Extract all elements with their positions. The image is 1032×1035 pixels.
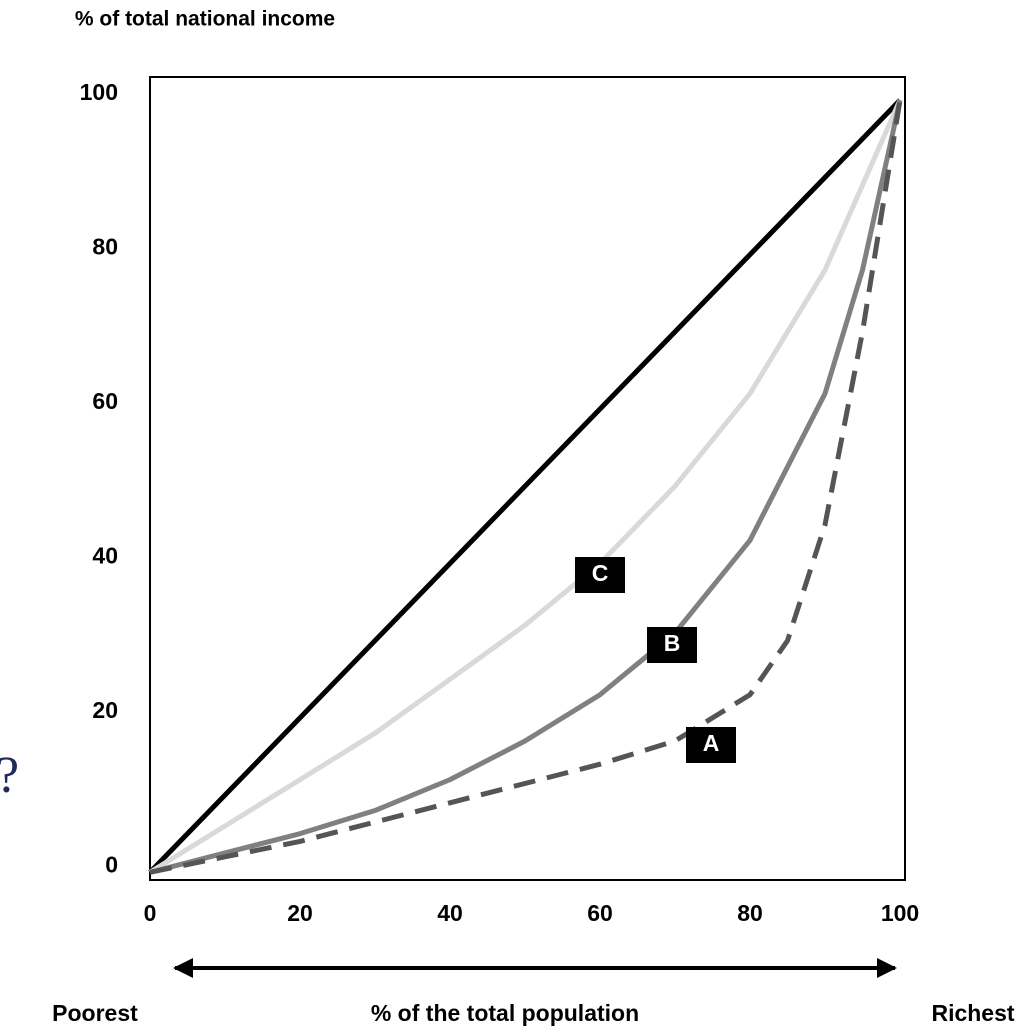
richest-label: Richest: [931, 1000, 1014, 1026]
lorenz-line: [149, 99, 903, 875]
x-tick-label: 60: [587, 900, 613, 926]
plot-frame: [149, 76, 906, 881]
lorenz-line: [149, 99, 903, 875]
y-tick-label: 80: [92, 234, 118, 260]
y-tick-label: 20: [92, 697, 118, 723]
x-tick-label: 80: [737, 900, 763, 926]
y-axis-title: % of total national income: [75, 8, 335, 31]
x-tick-label: 20: [287, 900, 313, 926]
x-tick-label: 0: [144, 900, 157, 926]
y-tick-label: 60: [92, 388, 118, 414]
curve-label-box: [575, 557, 625, 593]
x-tick-label: 100: [881, 900, 919, 926]
x-tick-label: 40: [437, 900, 463, 926]
x-axis-title: % of the total population: [371, 1000, 639, 1026]
lorenz-line: [148, 99, 903, 875]
lorenz-line: [148, 98, 902, 875]
curve-label: B: [664, 630, 681, 656]
poorest-label: Poorest: [52, 1000, 138, 1026]
curve-label-box: [647, 627, 697, 663]
y-tick-label: 40: [92, 543, 118, 569]
curve-label-box: [686, 727, 736, 763]
y-tick-label: 100: [80, 79, 118, 105]
curve-label: C: [592, 560, 609, 586]
side-mark: ?: [0, 747, 19, 804]
curve-label: A: [703, 730, 720, 756]
y-tick-label: 0: [105, 851, 118, 877]
